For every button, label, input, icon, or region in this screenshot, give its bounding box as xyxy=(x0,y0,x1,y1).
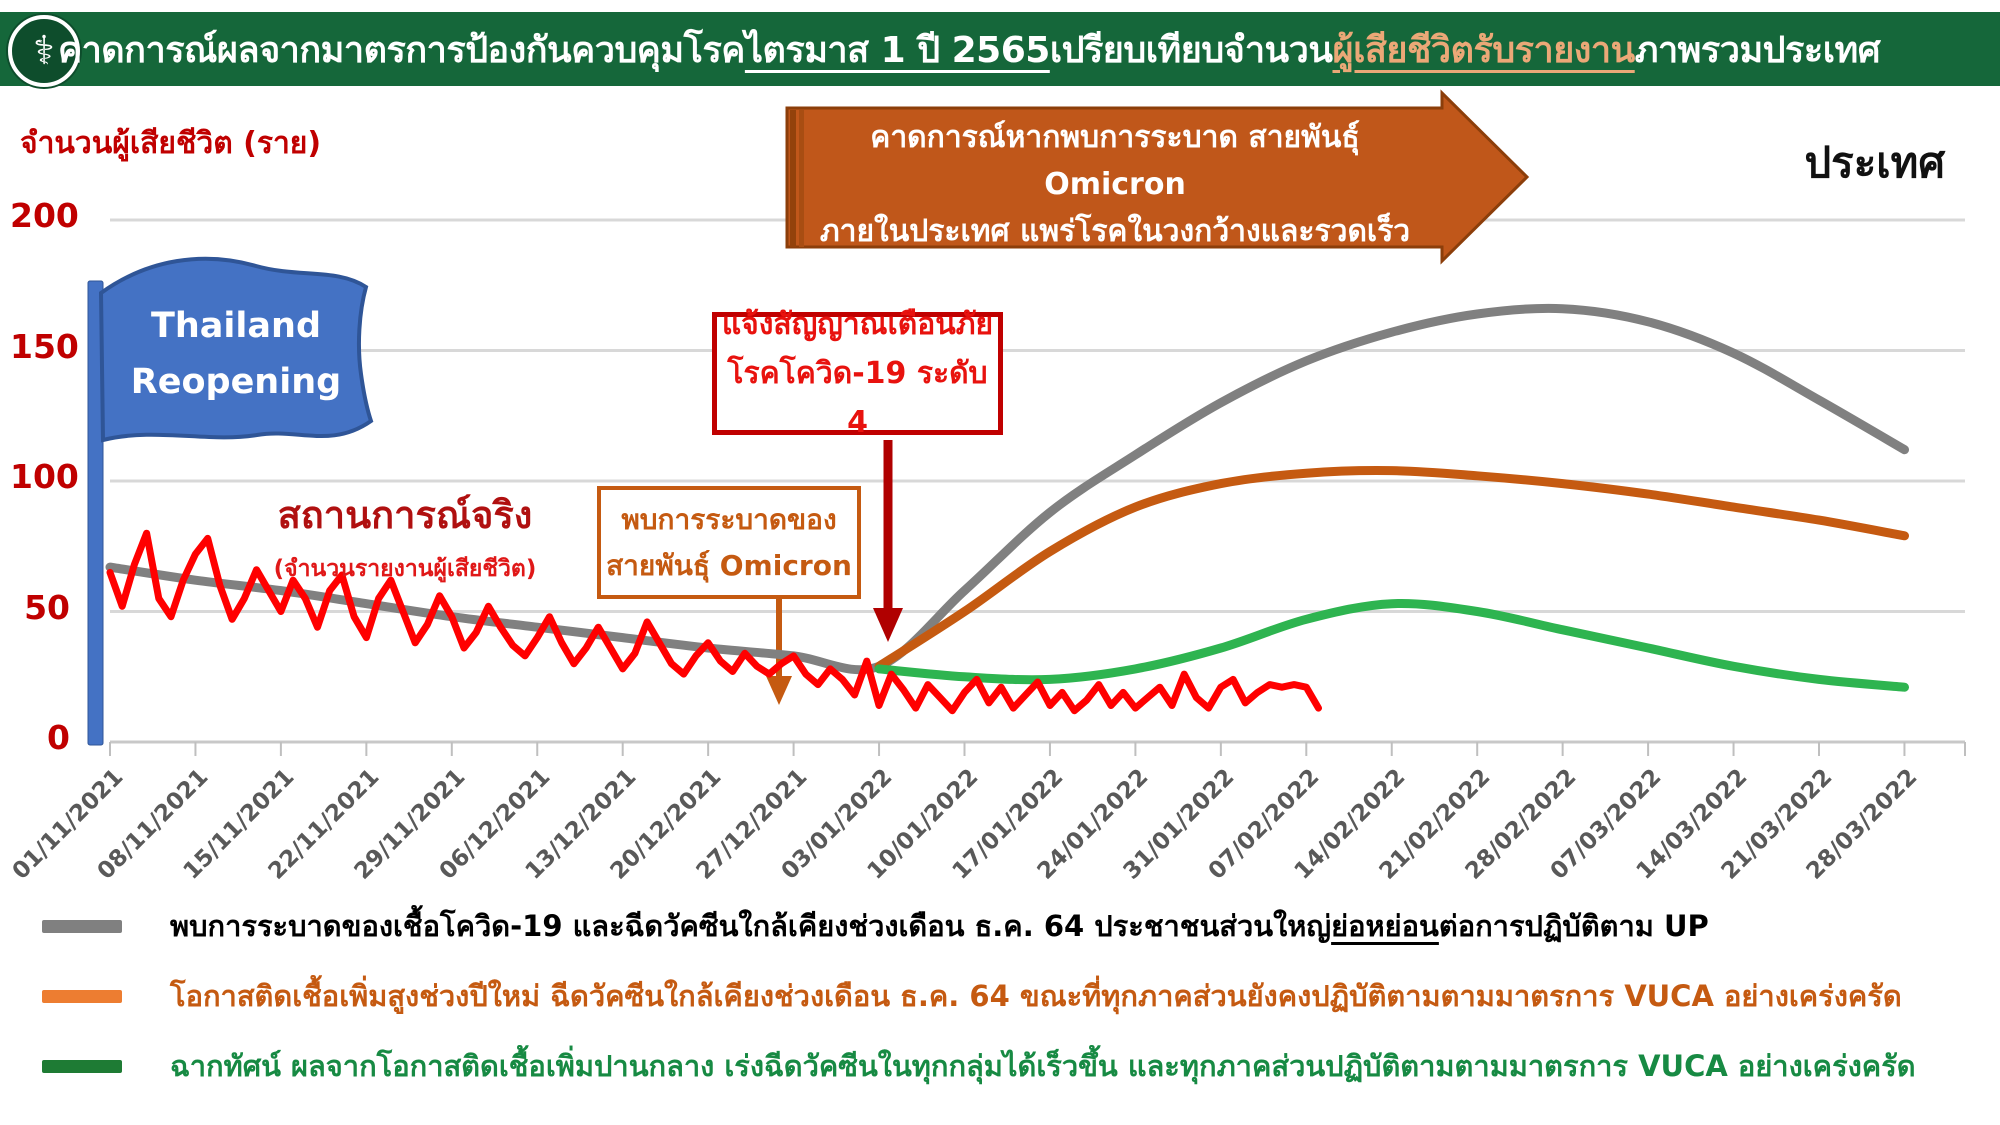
alert-line1: แจ้งสัญญาณเตือนภัย xyxy=(721,307,994,342)
legend-item-gray: พบการระบาดของเชื้อโควิด-19 และฉีดวัคซีนใ… xyxy=(30,898,1980,954)
legend-item-green: ฉากทัศน์ ผลจากโอกาสติดเชื้อเพิ่มปานกลาง … xyxy=(30,1038,1980,1094)
legend-text-orange: โอกาสติดเชื้อเพิ่มสูงช่วงปีใหม่ ฉีดวัคซี… xyxy=(170,979,1902,1013)
static-shapes-layer xyxy=(87,89,1530,746)
series-layer xyxy=(105,303,1909,715)
legend-swatch-gray xyxy=(42,919,122,933)
legend-swatch-orange xyxy=(42,989,122,1003)
omicron-pointer-arrowhead-icon xyxy=(766,676,792,705)
ministry-logo: ⚕ xyxy=(8,15,80,87)
thailand-reopening-label: Thailand Reopening xyxy=(112,298,360,410)
title-prefix: คาดการณ์ผลจากมาตรการป้องกันควบคุมโรค xyxy=(58,29,745,71)
y-tick-label-200: 200 xyxy=(10,196,79,235)
legend-item-orange: โอกาสติดเชื้อเพิ่มสูงช่วงปีใหม่ ฉีดวัคซี… xyxy=(30,968,1980,1024)
flag-pole xyxy=(87,280,104,746)
title-quarter-underlined: ไตรมาส 1 ปี 2565 xyxy=(744,29,1050,71)
omicron-line1: พบการระบาดของ xyxy=(621,502,837,536)
caduceus-icon: ⚕ xyxy=(33,28,55,74)
title-mid: เปรียบเทียบจำนวน xyxy=(1049,29,1333,71)
flag-line1: Thailand xyxy=(151,306,321,346)
y-tick-label-150: 150 xyxy=(10,326,79,366)
actual-situation-label: สถานการณ์จริง (จำนวนรายงานผู้เสียชีวิต) xyxy=(230,484,580,587)
thailand-reopening-flag xyxy=(98,256,374,443)
banner-edge-strip-1 xyxy=(790,110,796,247)
banner-line1: คาดการณ์หากพบการระบาด สายพันธุ์ Omicron xyxy=(870,120,1360,202)
omicron-line2: สายพันธุ์ Omicron xyxy=(606,548,852,582)
covid-alert-level4-box: แจ้งสัญญาณเตือนภัย โรคโควิด-19 ระดับ 4 xyxy=(712,307,1003,440)
alert-pointer-arrowhead-icon xyxy=(873,608,903,642)
omicron-outbreak-box: พบการระบาดของ สายพันธุ์ Omicron xyxy=(597,486,861,599)
y-tick-label-0: 0 xyxy=(47,718,70,757)
y-tick-label-100: 100 xyxy=(10,457,79,496)
alert-line2: โรคโควิด-19 ระดับ 4 xyxy=(727,356,988,440)
actual-title: สถานการณ์จริง xyxy=(277,493,533,537)
title-suffix: ภาพรวมประเทศ xyxy=(1634,29,1881,71)
omicron-forecast-banner-text: คาดการณ์หากพบการระบาด สายพันธุ์ Omicron … xyxy=(795,114,1435,255)
actual-subtitle: (จำนวนรายงานผู้เสียชีวิต) xyxy=(273,556,537,582)
flag-line2: Reopening xyxy=(130,362,342,402)
series-scenario-moderate-vuca-green xyxy=(874,598,1909,692)
omicron-forecast-arrow-banner xyxy=(785,89,1530,265)
series-actual-reported-deaths-red xyxy=(106,529,1322,715)
banner-line2: ภายในประเทศ แพร่โรคในวงกว้างและรวดเร็ว xyxy=(819,214,1411,249)
legend-text-gray: พบการระบาดของเชื้อโควิด-19 และฉีดวัคซีนใ… xyxy=(170,909,1709,943)
page-title: คาดการณ์ผลจากมาตรการป้องกันควบคุมโรค ไตร… xyxy=(58,12,1881,86)
title-highlight-deaths: ผู้เสียชีวิตรับรายงาน xyxy=(1332,29,1635,71)
y-tick-label-50: 50 xyxy=(24,587,70,627)
series-projection-lax-up-gray xyxy=(105,303,1909,675)
y-axis-title: จำนวนผู้เสียชีวิต (ราย) xyxy=(20,126,322,161)
legend-swatch-green xyxy=(42,1059,122,1073)
banner-edge-strip-2 xyxy=(799,110,804,247)
series-projection-newyear-vuca-orange xyxy=(874,465,1909,671)
region-label: ประเทศ xyxy=(1804,138,1945,187)
header-bar: ⚕ คาดการณ์ผลจากมาตรการป้องกันควบคุมโรค ไ… xyxy=(0,12,2000,87)
legend-text-green: ฉากทัศน์ ผลจากโอกาสติดเชื้อเพิ่มปานกลาง … xyxy=(170,1049,1916,1083)
